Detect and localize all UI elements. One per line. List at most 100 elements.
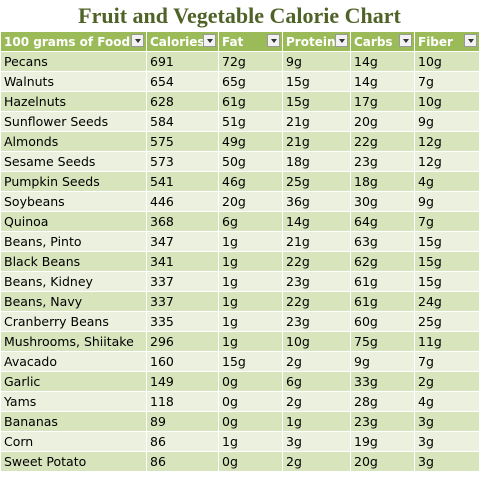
table-cell: Soybeans xyxy=(0,191,147,212)
table-cell: 296 xyxy=(146,331,219,352)
table-cell: 0g xyxy=(218,391,283,412)
table-cell: 2g xyxy=(414,371,479,392)
table-cell: 575 xyxy=(146,131,219,152)
filter-button[interactable] xyxy=(267,34,280,47)
filter-button[interactable] xyxy=(399,34,412,47)
column-header: Protein xyxy=(282,31,351,52)
table-cell: 1g xyxy=(218,311,283,332)
table-cell: 46g xyxy=(218,171,283,192)
table-cell: 22g xyxy=(282,251,351,272)
table-cell: 63g xyxy=(350,231,415,252)
table-cell: Sunflower Seeds xyxy=(0,111,147,132)
table-cell: 9g xyxy=(282,51,351,72)
table-cell: 654 xyxy=(146,71,219,92)
table-cell: 60g xyxy=(350,311,415,332)
table-row: Almonds 575 49g 21g 22g 12g xyxy=(0,131,479,152)
table-cell: 337 xyxy=(146,271,219,292)
table-cell: 61g xyxy=(350,291,415,312)
table-cell: 347 xyxy=(146,231,219,252)
filter-button[interactable] xyxy=(203,34,216,47)
table-cell: 23g xyxy=(282,271,351,292)
table-cell: 7g xyxy=(414,71,479,92)
column-header: Fiber xyxy=(414,31,479,52)
table-cell: Pumpkin Seeds xyxy=(0,171,147,192)
column-header: Carbs xyxy=(350,31,415,52)
table-cell: 446 xyxy=(146,191,219,212)
table-cell: 7g xyxy=(414,211,479,232)
table-cell: 584 xyxy=(146,111,219,132)
table-cell: 6g xyxy=(282,371,351,392)
table-cell: 24g xyxy=(414,291,479,312)
table-cell: 14g xyxy=(350,71,415,92)
table-cell: 62g xyxy=(350,251,415,272)
table-cell: Black Beans xyxy=(0,251,147,272)
table-cell: 15g xyxy=(414,251,479,272)
column-header-text: Carbs xyxy=(354,34,393,49)
table-cell: 22g xyxy=(282,291,351,312)
table-row: Garlic 149 0g 6g 33g 2g xyxy=(0,371,479,392)
table-cell: 30g xyxy=(350,191,415,212)
table-row: Avacado 160 15g 2g 9g 7g xyxy=(0,351,479,372)
table-cell: 11g xyxy=(414,331,479,352)
table-cell: 14g xyxy=(350,51,415,72)
table-cell: 0g xyxy=(218,371,283,392)
table-cell: 20g xyxy=(350,451,415,472)
table-cell: 61g xyxy=(350,271,415,292)
table-cell: 1g xyxy=(218,431,283,452)
table-cell: 50g xyxy=(218,151,283,172)
table-cell: 15g xyxy=(414,271,479,292)
table-cell: 1g xyxy=(218,251,283,272)
filter-button[interactable] xyxy=(464,34,477,47)
table-row: Soybeans 446 20g 36g 30g 9g xyxy=(0,191,479,212)
table-row: Beans, Navy 337 1g 22g 61g 24g xyxy=(0,291,479,312)
table-cell: 21g xyxy=(282,111,351,132)
table-cell: 86 xyxy=(146,451,219,472)
column-header-text: 100 grams of Food xyxy=(4,34,131,49)
table-cell: 691 xyxy=(146,51,219,72)
table-cell: 337 xyxy=(146,291,219,312)
table-cell: 3g xyxy=(282,431,351,452)
table-cell: Beans, Pinto xyxy=(0,231,147,252)
table-cell: 2g xyxy=(282,351,351,372)
table-cell: 75g xyxy=(350,331,415,352)
table-cell: 86 xyxy=(146,431,219,452)
table-cell: 21g xyxy=(282,131,351,152)
table-cell: 72g xyxy=(218,51,283,72)
table-row: Pecans 691 72g 9g 14g 10g xyxy=(0,51,479,72)
column-header-text: Fat xyxy=(222,34,244,49)
table-cell: Cranberry Beans xyxy=(0,311,147,332)
table-cell: 22g xyxy=(350,131,415,152)
table-cell: 23g xyxy=(282,311,351,332)
table-cell: 64g xyxy=(350,211,415,232)
table-row: Beans, Pinto 347 1g 21g 63g 15g xyxy=(0,231,479,252)
table-cell: 12g xyxy=(414,151,479,172)
table-row: Sweet Potato 86 0g 2g 20g 3g xyxy=(0,451,479,472)
table-cell: 6g xyxy=(218,211,283,232)
table-row: Walnuts 654 65g 15g 14g 7g xyxy=(0,71,479,92)
table-body: Pecans 691 72g 9g 14g 10g Walnuts 654 65g 15g 14g 7… xyxy=(0,51,479,472)
column-header-text: Calories xyxy=(150,34,205,49)
table-cell: 20g xyxy=(350,111,415,132)
table-cell: 541 xyxy=(146,171,219,192)
table-cell: 1g xyxy=(218,231,283,252)
table-cell: Corn xyxy=(0,431,147,452)
filter-button[interactable] xyxy=(335,34,348,47)
table-cell: Avacado xyxy=(0,351,147,372)
table-cell: 1g xyxy=(218,291,283,312)
table-row: Hazelnuts 628 61g 15g 17g 10g xyxy=(0,91,479,112)
calorie-table: 100 grams of Food Calories Fat Protein Carbs… xyxy=(0,31,479,472)
table-cell: 3g xyxy=(414,411,479,432)
table-cell: 14g xyxy=(282,211,351,232)
table-cell: 1g xyxy=(282,411,351,432)
table-cell: 10g xyxy=(282,331,351,352)
filter-button[interactable] xyxy=(131,34,144,47)
table-cell: Mushrooms, Shiitake xyxy=(0,331,147,352)
table-cell: 25g xyxy=(282,171,351,192)
column-header: Fat xyxy=(218,31,283,52)
table-cell: 15g xyxy=(282,71,351,92)
table-cell: 3g xyxy=(414,431,479,452)
header-row: 100 grams of Food Calories Fat Protein Carbs… xyxy=(0,31,479,52)
table-cell: 33g xyxy=(350,371,415,392)
table-cell: 1g xyxy=(218,271,283,292)
